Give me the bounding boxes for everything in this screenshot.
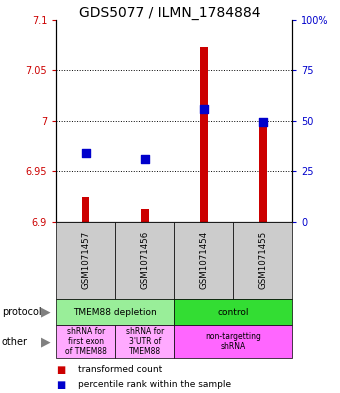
Text: protocol: protocol: [2, 307, 41, 317]
Bar: [82, 197, 89, 222]
Text: shRNA for
3'UTR of
TMEM88: shRNA for 3'UTR of TMEM88: [125, 327, 164, 356]
Text: TMEM88 depletion: TMEM88 depletion: [73, 308, 157, 316]
Point: [260, 119, 266, 125]
Text: GSM1071454: GSM1071454: [199, 231, 208, 290]
Text: GSM1071455: GSM1071455: [258, 231, 267, 290]
Text: non-targetting
shRNA: non-targetting shRNA: [205, 332, 261, 351]
Text: GSM1071456: GSM1071456: [140, 231, 149, 290]
Text: GDS5077 / ILMN_1784884: GDS5077 / ILMN_1784884: [79, 6, 261, 20]
Text: GSM1071457: GSM1071457: [81, 231, 90, 290]
Text: transformed count: transformed count: [78, 365, 163, 374]
Bar: [259, 119, 267, 222]
Text: ▶: ▶: [41, 305, 51, 319]
Text: percentile rank within the sample: percentile rank within the sample: [78, 380, 231, 389]
Text: control: control: [218, 308, 249, 316]
Point: [83, 150, 88, 156]
Text: ■: ■: [56, 365, 65, 375]
Point: [142, 156, 148, 162]
Bar: [200, 47, 208, 222]
Text: ▶: ▶: [41, 335, 51, 348]
Bar: [141, 209, 149, 222]
Text: other: other: [2, 336, 28, 347]
Text: shRNA for
first exon
of TMEM88: shRNA for first exon of TMEM88: [65, 327, 106, 356]
Text: ■: ■: [56, 380, 65, 389]
Point: [201, 106, 206, 112]
